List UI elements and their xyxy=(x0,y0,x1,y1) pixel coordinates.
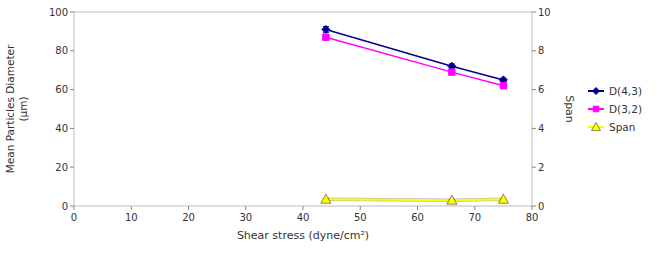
y-tick-label: 100 xyxy=(49,7,68,18)
y-tick-label: 60 xyxy=(55,84,68,95)
y-tick xyxy=(70,50,74,51)
legend-swatch-marker xyxy=(593,106,599,112)
plot-area xyxy=(321,25,508,204)
y-tick xyxy=(70,12,74,13)
chart: 010203040506070800204060801000246810Shea… xyxy=(0,0,666,258)
y2-tick-label: 0 xyxy=(538,201,544,212)
y-tick xyxy=(70,128,74,129)
chart-container: 010203040506070800204060801000246810Shea… xyxy=(0,0,666,258)
legend-label: D(4,3) xyxy=(609,85,642,97)
y-tick-label: 0 xyxy=(62,201,68,212)
x-tick-label: 70 xyxy=(468,212,481,223)
y2-tick xyxy=(532,50,536,51)
x-tick xyxy=(417,206,418,210)
data-point xyxy=(321,194,331,203)
x-tick xyxy=(245,206,246,210)
y2-tick-label: 6 xyxy=(538,84,544,95)
x-axis-label: Shear stress (dyne/cm²) xyxy=(237,229,369,242)
data-point xyxy=(322,25,330,33)
data-point xyxy=(449,69,455,75)
x-tick-label: 10 xyxy=(125,212,138,223)
legend-swatch-marker xyxy=(593,88,600,95)
x-tick xyxy=(532,206,533,210)
y2-tick xyxy=(532,206,536,207)
legend-label: Span xyxy=(609,121,635,133)
x-tick-label: 20 xyxy=(182,212,195,223)
series-line xyxy=(326,29,503,79)
data-point xyxy=(323,34,329,40)
series xyxy=(322,25,507,83)
series xyxy=(323,34,507,89)
y2-tick-label: 10 xyxy=(538,7,551,18)
x-tick xyxy=(303,206,304,210)
y2-tick-label: 2 xyxy=(538,162,544,173)
legend-item: Span xyxy=(588,121,635,133)
x-tick-label: 40 xyxy=(297,212,310,223)
y2-axis-label: Span xyxy=(563,95,576,123)
data-point xyxy=(500,83,506,89)
x-tick xyxy=(360,206,361,210)
y-axis-label: Mean Particles Diameter(μm) xyxy=(4,44,29,173)
y2-tick-label: 8 xyxy=(538,45,544,56)
series-line xyxy=(326,198,503,201)
legend-item: D(3,2) xyxy=(588,103,642,115)
x-tick-label: 60 xyxy=(411,212,424,223)
x-tick-label: 0 xyxy=(71,212,77,223)
legend: D(4,3) D(3,2) Span xyxy=(588,85,642,133)
legend-item: D(4,3) xyxy=(588,85,642,97)
y-tick xyxy=(70,167,74,168)
y-axis-label-line: (μm) xyxy=(17,96,29,121)
x-tick-label: 30 xyxy=(239,212,252,223)
x-tick xyxy=(131,206,132,210)
y2-tick-label: 4 xyxy=(538,123,544,134)
x-tick-label: 80 xyxy=(526,212,539,223)
legend-label: D(3,2) xyxy=(609,103,642,115)
y2-tick xyxy=(532,12,536,13)
legend-swatch-marker xyxy=(592,123,601,131)
y-tick xyxy=(70,89,74,90)
series-line-halo xyxy=(326,197,503,201)
y2-tick xyxy=(532,128,536,129)
plot-frame xyxy=(74,12,532,206)
y-tick xyxy=(70,206,74,207)
y-tick-label: 80 xyxy=(55,45,68,56)
x-tick xyxy=(474,206,475,210)
x-tick xyxy=(188,206,189,210)
y-tick-label: 40 xyxy=(55,123,68,134)
y2-tick xyxy=(532,167,536,168)
x-tick xyxy=(74,206,75,210)
y-tick-label: 20 xyxy=(55,162,68,173)
data-point xyxy=(498,194,508,203)
y2-tick xyxy=(532,89,536,90)
data-point xyxy=(447,195,457,204)
series-line xyxy=(326,37,503,86)
series xyxy=(321,194,508,204)
y-axis-label-line: Mean Particles Diameter xyxy=(4,44,16,173)
x-tick-label: 50 xyxy=(354,212,367,223)
